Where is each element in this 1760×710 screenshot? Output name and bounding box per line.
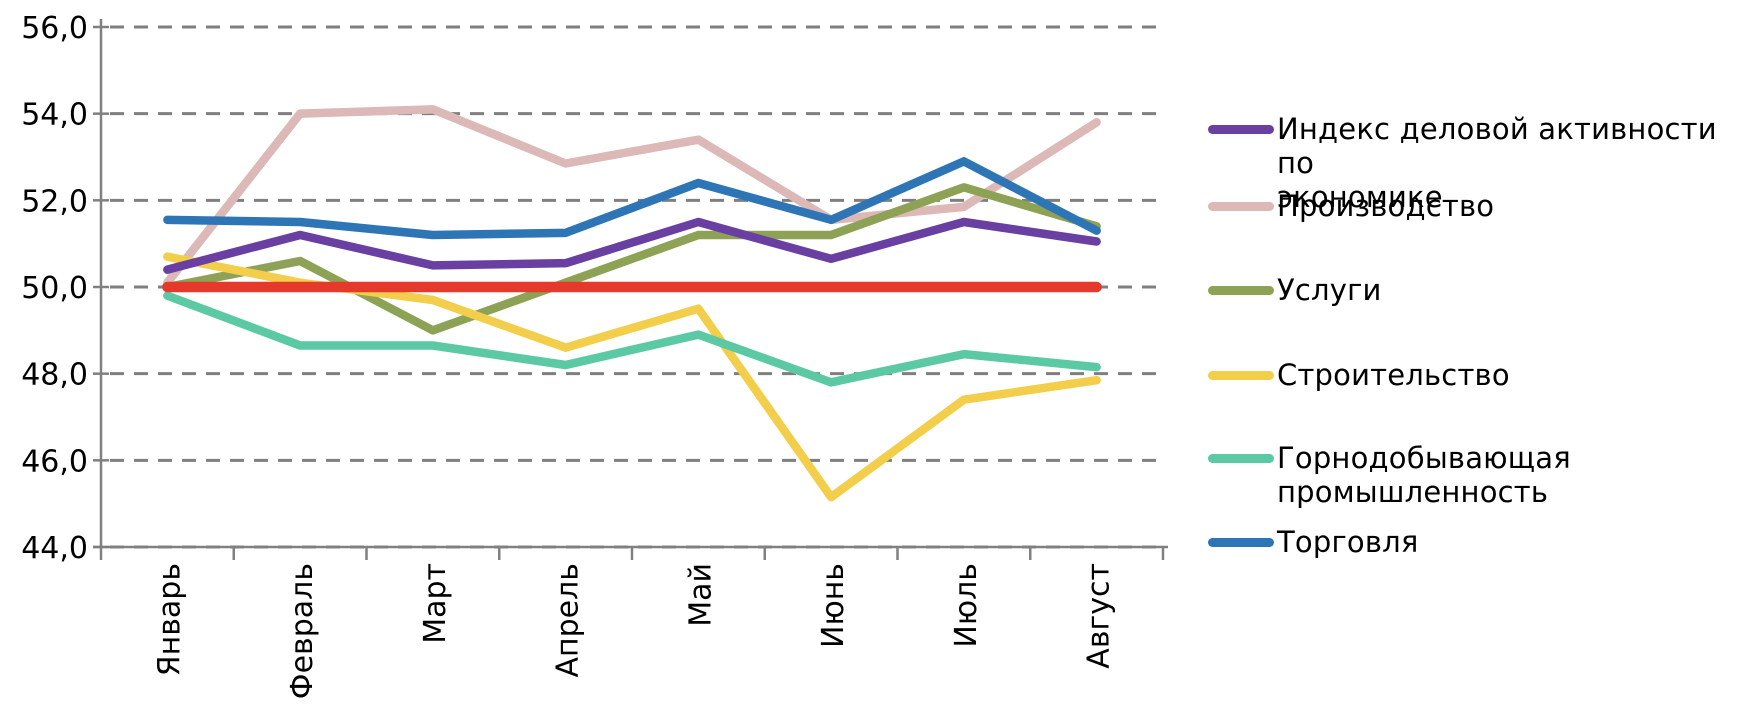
y-axis-label: 48,0 bbox=[21, 358, 88, 393]
legend-item: Торговля bbox=[1208, 525, 1419, 559]
series-line-0 bbox=[163, 217, 1101, 274]
series-line-2 bbox=[163, 183, 1101, 335]
x-axis-label: Апрель bbox=[551, 563, 586, 678]
legend-label: Горнодобывающая промышленность bbox=[1277, 441, 1571, 509]
legend-swatch bbox=[1208, 371, 1274, 380]
y-axis-label: 54,0 bbox=[21, 98, 88, 133]
legend-swatch bbox=[1208, 286, 1274, 295]
x-axis-label: Январь bbox=[152, 563, 187, 676]
legend-label: Строительство bbox=[1277, 358, 1510, 392]
legend-swatch bbox=[1208, 454, 1274, 463]
legend-item: Горнодобывающая промышленность bbox=[1208, 441, 1571, 509]
y-axis-label: 56,0 bbox=[21, 11, 88, 46]
series-line-1 bbox=[163, 105, 1101, 287]
series-line-5 bbox=[163, 157, 1101, 240]
x-axis-label: Май bbox=[683, 563, 718, 627]
x-axis-label: Август bbox=[1082, 563, 1117, 669]
y-axis-label: 46,0 bbox=[21, 444, 88, 479]
x-axis-label: Июль bbox=[949, 563, 984, 648]
legend-item: Производство bbox=[1208, 189, 1494, 223]
x-axis-label: Февраль bbox=[285, 563, 320, 699]
legend-swatch bbox=[1208, 202, 1274, 211]
legend-label: Индекс деловой активности по экономике bbox=[1277, 112, 1717, 214]
y-axis-label: 52,0 bbox=[21, 184, 88, 219]
x-axis-label: Март bbox=[418, 563, 453, 644]
y-axis-label: 44,0 bbox=[21, 531, 88, 566]
legend-item: Строительство bbox=[1208, 358, 1510, 392]
chart-legend: Индекс деловой активности по экономике Пр… bbox=[1208, 0, 1738, 710]
y-axis-label: 50,0 bbox=[21, 271, 88, 306]
legend-label: Торговля bbox=[1277, 525, 1419, 559]
legend-item: Индекс деловой активности по экономике bbox=[1208, 112, 1738, 214]
legend-label: Производство bbox=[1277, 189, 1495, 223]
legend-label: Услуги bbox=[1277, 273, 1382, 307]
legend-item: Услуги bbox=[1208, 273, 1382, 307]
legend-swatch bbox=[1208, 538, 1274, 547]
series-line-4 bbox=[163, 291, 1101, 387]
legend-swatch bbox=[1208, 125, 1274, 134]
x-axis-label: Июнь bbox=[816, 563, 851, 648]
